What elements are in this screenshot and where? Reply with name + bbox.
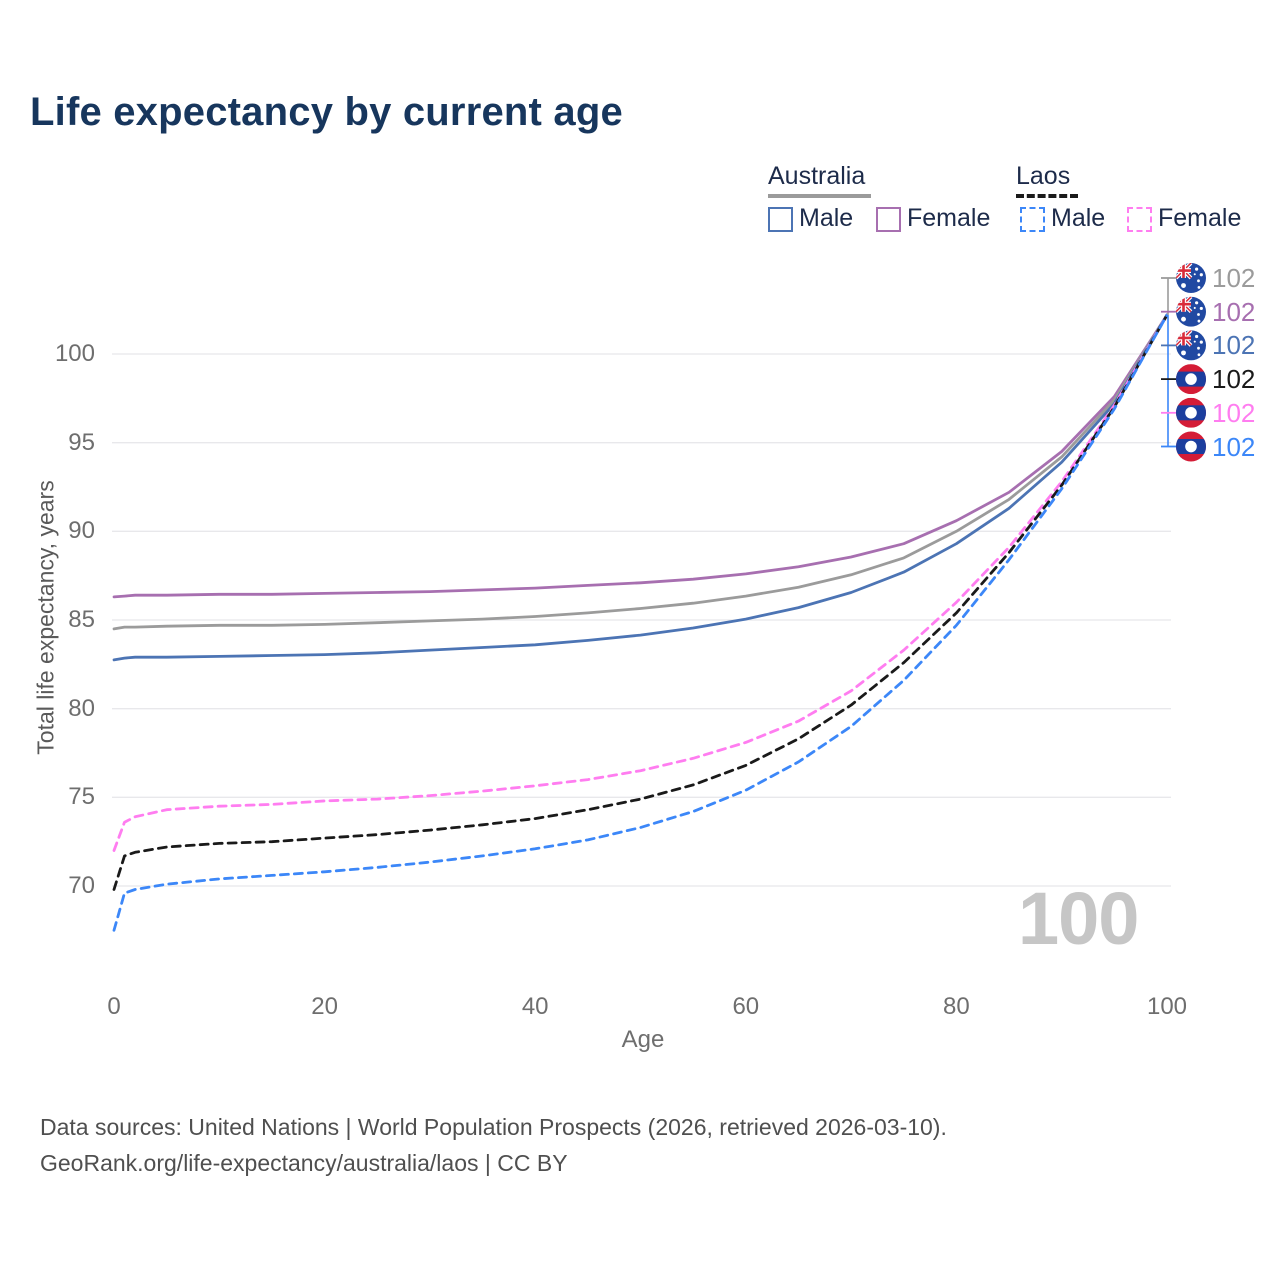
australia-flag-icon bbox=[1176, 330, 1206, 360]
laos-flag-icon bbox=[1176, 364, 1206, 394]
series-line-australia-male[interactable] bbox=[112, 313, 1169, 662]
x-axis-title: Age bbox=[621, 1026, 665, 1053]
page-title: Life expectancy by current age bbox=[30, 90, 623, 134]
legend-swatch-laos-male[interactable] bbox=[1020, 207, 1045, 232]
series-lines[interactable] bbox=[112, 313, 1169, 932]
australia-flag-icon bbox=[1176, 263, 1206, 293]
series-line-laos-both-sexes[interactable] bbox=[112, 313, 1169, 891]
end-value-label: 102 bbox=[1212, 263, 1256, 293]
laos-flag-icon bbox=[1176, 398, 1206, 428]
legend-item-laos-female[interactable]: Female bbox=[1158, 204, 1242, 232]
legend-swatch-laos-female[interactable] bbox=[1127, 207, 1152, 232]
series-line-laos-female[interactable] bbox=[112, 313, 1169, 852]
australia-flag-icon bbox=[1176, 297, 1206, 327]
x-tick-label: 100 bbox=[1146, 993, 1188, 1020]
x-tick-label: 40 bbox=[521, 993, 549, 1020]
gridlines bbox=[112, 353, 1171, 887]
legend-group-australia: Australia bbox=[768, 162, 866, 190]
footer-data-sources: Data sources: United Nations | World Pop… bbox=[40, 1114, 947, 1140]
x-tick-label: 20 bbox=[311, 993, 338, 1020]
end-value-label: 102 bbox=[1212, 364, 1256, 395]
legend-swatch-australia-male[interactable] bbox=[768, 207, 793, 232]
series-line-laos-male[interactable] bbox=[112, 313, 1169, 932]
y-tick-label: 100 bbox=[54, 340, 95, 367]
chart-plot-area[interactable] bbox=[0, 0, 1280, 1080]
end-value-label: 102 bbox=[1212, 330, 1256, 361]
y-tick-label: 75 bbox=[68, 783, 95, 811]
legend-group-laos: Laos bbox=[1016, 162, 1071, 190]
flag-icons bbox=[1176, 263, 1206, 462]
y-tick-label: 70 bbox=[68, 872, 95, 899]
legend-item-australia-female[interactable]: Female bbox=[907, 204, 991, 232]
end-value-label: 102 bbox=[1212, 397, 1256, 428]
footer-attribution: Data sources: United Nations | World Pop… bbox=[40, 1109, 947, 1181]
leader-lines bbox=[1161, 277, 1176, 448]
y-tick-label: 95 bbox=[68, 428, 95, 456]
series-line-australia-both-sexes[interactable] bbox=[112, 313, 1169, 631]
series-line-australia-female[interactable] bbox=[112, 313, 1169, 599]
y-tick-label: 85 bbox=[68, 606, 95, 633]
legend-underline-australia-solid bbox=[768, 194, 871, 198]
legend-item-australia-male[interactable]: Male bbox=[799, 204, 854, 232]
end-value-label: 102 bbox=[1212, 296, 1256, 327]
y-tick-label: 90 bbox=[68, 517, 95, 545]
end-value-label: 102 bbox=[1212, 431, 1256, 462]
y-tick-label: 80 bbox=[68, 694, 95, 722]
x-tick-label: 60 bbox=[732, 993, 760, 1020]
laos-flag-icon bbox=[1176, 432, 1206, 462]
legend-underline-laos-dashed bbox=[1016, 194, 1078, 198]
footer-link-license: GeoRank.org/life-expectancy/australia/la… bbox=[40, 1150, 568, 1176]
legend-swatch-australia-female[interactable] bbox=[876, 207, 901, 232]
x-tick-label: 0 bbox=[107, 993, 121, 1020]
age-watermark: 100 bbox=[1018, 877, 1139, 960]
x-tick-label: 80 bbox=[943, 993, 970, 1020]
legend-item-laos-male[interactable]: Male bbox=[1051, 204, 1106, 232]
